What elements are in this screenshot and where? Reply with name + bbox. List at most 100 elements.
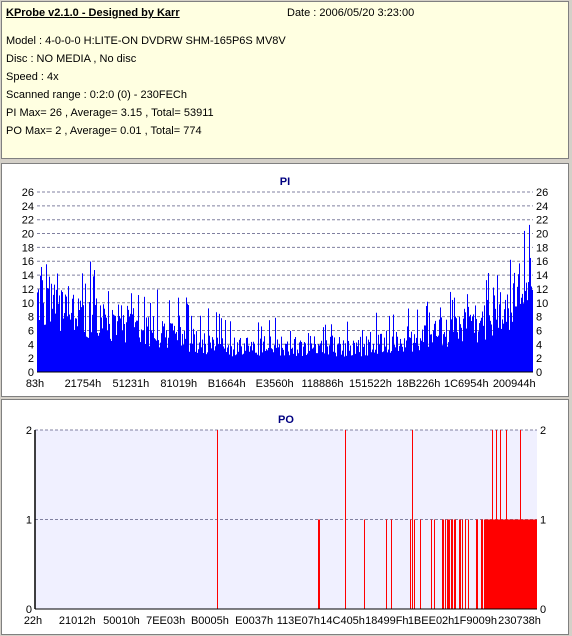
pi-bar [46, 264, 47, 372]
pi-bar [477, 342, 478, 372]
pi-bar [84, 331, 85, 372]
pi-bar [67, 316, 68, 372]
pi-bar [38, 289, 39, 372]
info-panel: KProbe v2.1.0 - Designed by Karr Date : … [1, 1, 569, 159]
pi-bar [472, 316, 473, 372]
pi-bar [285, 343, 286, 372]
po-bar [449, 519, 450, 609]
pi-bar [316, 353, 317, 372]
pi-bar [156, 340, 157, 372]
pi-bar [434, 323, 435, 372]
pi-bar [496, 319, 497, 372]
pi-bar [182, 333, 183, 372]
pi-bar [302, 355, 303, 372]
pi-bar [89, 301, 90, 372]
po-bar [511, 519, 512, 609]
po-bar [490, 519, 491, 609]
pi-bar [56, 289, 57, 372]
pi-bar [427, 301, 428, 372]
x-tick-label: 118886h [302, 378, 344, 390]
pi-bar [175, 333, 176, 372]
pi-bar [189, 351, 190, 372]
pi-bar [528, 282, 529, 372]
pi-bar [220, 343, 221, 372]
pi-bar [524, 230, 525, 372]
pi-bar [510, 259, 511, 372]
po-bar [517, 519, 518, 609]
pi-bar [420, 338, 421, 372]
po-bar [318, 519, 319, 609]
pi-bar [167, 347, 168, 372]
x-tick-label: 1BEE02h [408, 615, 454, 627]
po-bar [454, 519, 455, 609]
pi-bar [106, 317, 107, 372]
pi-bar [195, 351, 196, 372]
pi-bar [212, 337, 213, 372]
pi-bar [97, 332, 98, 372]
pi-bar [148, 317, 149, 372]
pi-bar [100, 305, 101, 372]
pi-bar [424, 325, 425, 372]
pi-bar [80, 300, 81, 372]
pi-bar [163, 326, 164, 372]
pi-bar [203, 353, 204, 372]
pi-bar [157, 289, 158, 372]
pi-bar [250, 346, 251, 372]
x-tick-label: B0005h [191, 615, 229, 627]
pi-bar [288, 351, 289, 372]
pi-bar [307, 353, 308, 372]
pi-bar [119, 315, 120, 372]
pi-bar [318, 344, 319, 372]
pi-bar [211, 348, 212, 372]
pi-bar [531, 286, 532, 372]
pi-bar [272, 349, 273, 372]
pi-bar [239, 339, 240, 372]
pi-bar [483, 325, 484, 372]
pi-bar [320, 343, 321, 372]
pi-bar [341, 354, 342, 372]
pi-bar [218, 344, 219, 372]
pi-bar [464, 308, 465, 372]
pi-bar [308, 333, 309, 372]
pi-bar [486, 280, 487, 372]
x-tick-label: E0037h [235, 615, 273, 627]
pi-bar [145, 343, 146, 372]
x-tick-label: 18B226h [396, 378, 440, 390]
pi-bar [473, 314, 474, 372]
pi-bar [104, 308, 105, 372]
pi-bar [413, 342, 414, 372]
pi-bar [238, 351, 239, 372]
pi-bar [418, 345, 419, 372]
pi-bar [128, 309, 129, 372]
pi-bar [475, 305, 476, 372]
scanned-range-line: Scanned range : 0:2:0 (0) - 230FECh [6, 89, 187, 101]
pi-bar [155, 339, 156, 372]
pi-bar [224, 348, 225, 372]
po-bar [217, 430, 218, 609]
pi-bar [444, 332, 445, 372]
pi-bar [152, 332, 153, 372]
po-bar [499, 519, 500, 609]
po-chart: PO 0 0 1 1 2 2 22h 21012h 50010h 7EE03h B0005h E0037… [24, 414, 546, 627]
pi-bar [216, 312, 217, 372]
pi-bar [180, 327, 181, 372]
pi-bar [226, 352, 227, 372]
po-bar [507, 519, 508, 609]
pi-bar [321, 340, 322, 372]
pi-bar [390, 352, 391, 372]
pi-bar [142, 330, 143, 372]
pi-bar [246, 338, 247, 372]
po-bar [531, 519, 532, 609]
pi-bar [442, 345, 443, 372]
pi-bar [158, 340, 159, 372]
pi-bar [518, 274, 519, 372]
pi-summary-line: PI Max= 26 , Average= 3.15 , Total= 5391… [6, 107, 214, 119]
pi-bar [457, 332, 458, 372]
pi-bar [523, 303, 524, 372]
pi-bar [349, 350, 350, 372]
pi-bar [267, 350, 268, 372]
pi-bar [462, 341, 463, 372]
pi-bar [353, 340, 354, 372]
pi-bar [171, 323, 172, 372]
pi-bar [205, 343, 206, 372]
